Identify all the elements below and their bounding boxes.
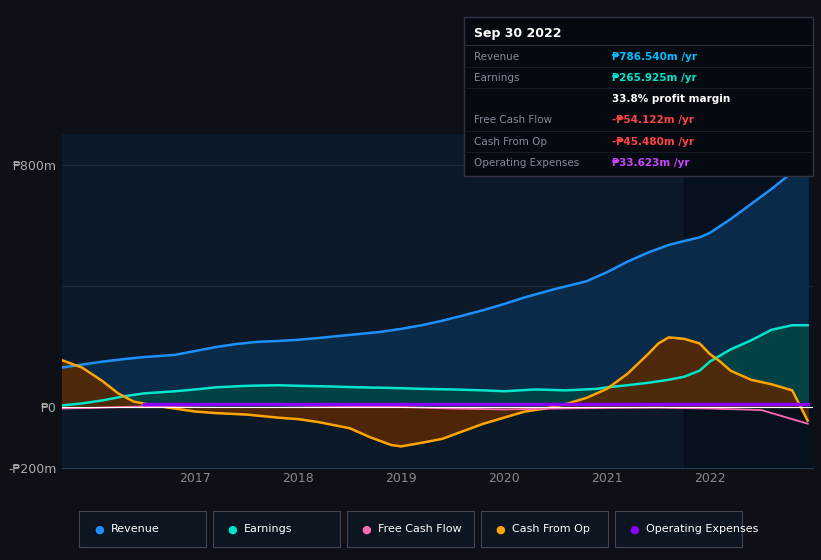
Text: Revenue: Revenue (474, 52, 519, 62)
Text: Free Cash Flow: Free Cash Flow (378, 524, 461, 534)
Text: Earnings: Earnings (474, 73, 519, 83)
Text: 33.8% profit margin: 33.8% profit margin (612, 94, 730, 104)
Text: ●: ● (228, 524, 237, 534)
Text: Cash From Op: Cash From Op (474, 137, 547, 147)
Text: ●: ● (495, 524, 505, 534)
Text: -₱54.122m /yr: -₱54.122m /yr (612, 115, 694, 125)
Text: Revenue: Revenue (110, 524, 159, 534)
Text: Operating Expenses: Operating Expenses (646, 524, 758, 534)
Text: -₱45.480m /yr: -₱45.480m /yr (612, 137, 694, 147)
Text: Sep 30 2022: Sep 30 2022 (474, 27, 562, 40)
Text: Earnings: Earnings (244, 524, 293, 534)
Text: ₱33.623m /yr: ₱33.623m /yr (612, 158, 689, 168)
Bar (684, 134, 813, 468)
Text: ●: ● (629, 524, 639, 534)
Text: Free Cash Flow: Free Cash Flow (474, 115, 552, 125)
Text: ₱265.925m /yr: ₱265.925m /yr (612, 73, 696, 83)
Text: Cash From Op: Cash From Op (512, 524, 589, 534)
Text: ●: ● (94, 524, 103, 534)
Text: ●: ● (362, 524, 371, 534)
Text: Operating Expenses: Operating Expenses (474, 158, 579, 168)
Text: ₱786.540m /yr: ₱786.540m /yr (612, 52, 697, 62)
